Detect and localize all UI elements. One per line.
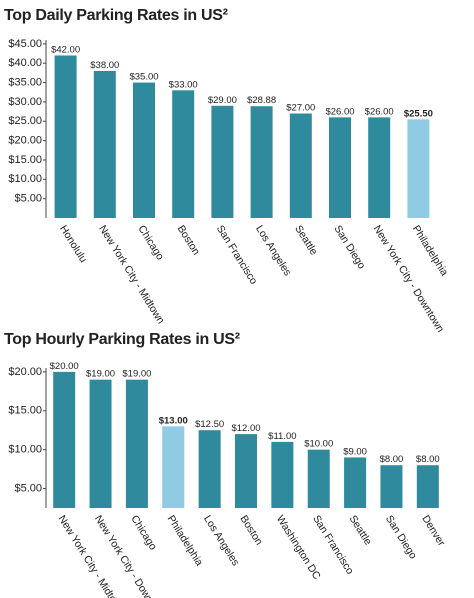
value-label: $28.88 xyxy=(247,95,276,106)
value-label: $27.00 xyxy=(286,103,315,114)
x-tick-label: Honolulu xyxy=(57,223,89,265)
chart-title: Top Daily Parking Rates in US² xyxy=(4,7,228,24)
bar xyxy=(89,379,112,508)
x-tick-label: Chicago xyxy=(128,513,159,552)
x-tick-label: Seattle xyxy=(292,223,320,257)
value-label: $25.50 xyxy=(404,108,433,119)
value-label: $26.00 xyxy=(325,106,354,117)
bar xyxy=(54,55,77,219)
bar xyxy=(211,105,234,218)
x-tick-label: Chicago xyxy=(135,223,166,262)
x-tick-label: Los Angeles xyxy=(201,513,241,568)
y-tick-label: $5.00 xyxy=(14,193,42,205)
y-tick-label: $35.00 xyxy=(8,76,42,88)
y-tick-label: $5.00 xyxy=(14,482,42,494)
value-label: $13.00 xyxy=(159,415,188,426)
value-label: $12.50 xyxy=(195,419,224,430)
y-tick-label: $30.00 xyxy=(8,96,42,108)
bar xyxy=(329,117,351,218)
y-tick-label: $10.00 xyxy=(8,444,42,456)
y-tick-label: $20.00 xyxy=(8,135,42,147)
chart-title: Top Hourly Parking Rates in US² xyxy=(4,331,240,348)
bar xyxy=(133,82,155,218)
bar xyxy=(289,113,312,218)
x-tick-label: Boston xyxy=(237,513,265,547)
value-label: $19.00 xyxy=(86,369,115,380)
value-label: $38.00 xyxy=(90,60,119,71)
value-label: $26.00 xyxy=(365,106,394,117)
value-label: $20.00 xyxy=(50,361,79,372)
bar xyxy=(235,434,257,508)
value-label: $29.00 xyxy=(208,95,237,106)
x-tick-label: Philadelphia xyxy=(410,223,451,278)
value-label: $9.00 xyxy=(343,446,367,457)
x-tick-label: San Francisco xyxy=(214,223,260,286)
value-label: $35.00 xyxy=(129,72,158,83)
x-tick-label: Philadelphia xyxy=(165,513,206,568)
bar xyxy=(53,371,76,508)
x-tick-label: San Diego xyxy=(383,513,419,561)
bar xyxy=(416,465,439,508)
bar xyxy=(271,441,294,508)
x-tick-label: Los Angeles xyxy=(253,223,293,278)
bar xyxy=(125,379,148,508)
bar xyxy=(368,117,391,218)
bar xyxy=(307,449,330,508)
value-label: $11.00 xyxy=(268,431,296,442)
x-tick-label: Denver xyxy=(419,513,447,548)
x-tick-label: San Diego xyxy=(331,223,367,271)
value-label: $42.00 xyxy=(51,44,80,55)
bar xyxy=(198,430,221,508)
value-label: $8.00 xyxy=(416,454,440,465)
y-tick-label: $20.00 xyxy=(8,366,42,378)
y-tick-label: $40.00 xyxy=(8,57,42,69)
y-tick-label: $15.00 xyxy=(8,405,42,417)
bar xyxy=(93,70,116,219)
y-tick-label: $45.00 xyxy=(8,38,42,50)
y-tick-label: $10.00 xyxy=(8,173,42,185)
bar xyxy=(407,119,430,218)
value-label: $19.00 xyxy=(122,369,151,380)
value-label: $33.00 xyxy=(169,79,198,90)
bar xyxy=(172,90,195,218)
value-label: $8.00 xyxy=(380,454,404,465)
bar xyxy=(344,457,367,508)
x-tick-label: Seattle xyxy=(347,513,375,547)
bar xyxy=(162,426,185,508)
x-tick-label: New York City - Downtown xyxy=(371,223,447,334)
y-tick-label: $25.00 xyxy=(8,115,42,127)
bar xyxy=(250,106,273,218)
y-tick-label: $15.00 xyxy=(8,154,42,166)
value-label: $10.00 xyxy=(304,439,333,450)
bar xyxy=(380,465,403,508)
value-label: $12.00 xyxy=(231,423,260,434)
x-tick-label: Boston xyxy=(175,223,203,257)
